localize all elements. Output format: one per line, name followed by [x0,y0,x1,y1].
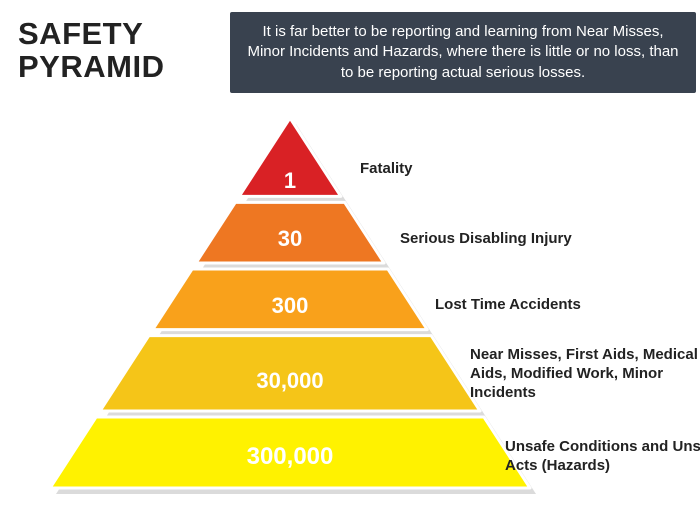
pyramid-level-2 [153,269,428,330]
level-label-4: Unsafe Conditions and Unsafe Acts (Hazar… [505,438,700,476]
pyramid-level-4 [50,417,530,488]
pyramid-level-0 [239,118,341,196]
title-line2: PYRAMID [18,51,164,84]
safety-pyramid: 1Fatality30Serious Disabling Injury300Lo… [50,118,650,498]
level-label-3: Near Misses, First Aids, Medical Aids, M… [470,346,700,402]
title-line1: SAFETY [18,18,164,51]
callout-text: It is far better to be reporting and lea… [247,23,678,81]
page-title: SAFETY PYRAMID [18,18,164,83]
pyramid-level-3 [100,336,480,411]
callout-box: It is far better to be reporting and lea… [230,12,696,93]
level-label-1: Serious Disabling Injury [400,230,650,249]
pyramid-level-1 [196,202,384,263]
level-label-0: Fatality [360,160,610,179]
level-label-2: Lost Time Accidents [435,296,685,315]
